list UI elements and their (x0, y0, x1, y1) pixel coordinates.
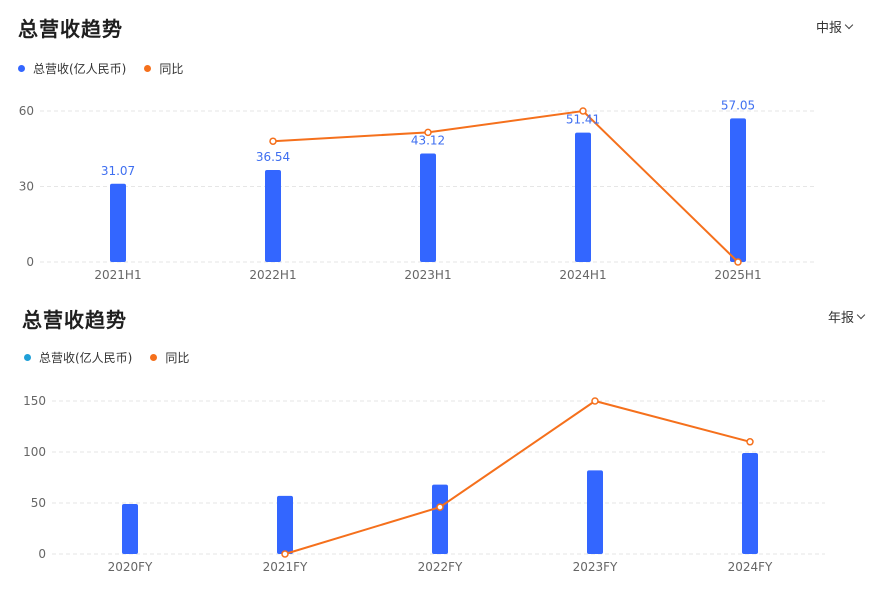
legend-dot-icon (144, 65, 152, 72)
chart-title: 总营收趋势 (22, 308, 127, 332)
x-tick-label: 2021H1 (94, 268, 141, 282)
bar (432, 484, 448, 554)
yoy-line (272, 109, 739, 263)
y-tick-label: 60 (19, 104, 34, 118)
data-label: 51.41 (566, 113, 600, 127)
yoy-point (436, 503, 444, 511)
legend-item-revenue[interactable]: 总营收(亿人民币) (24, 349, 132, 366)
x-tick-label: 2022H1 (249, 268, 296, 282)
revenue-chart-interim: 0 30 60 2021H1 2022H1 2023H1 2024H1 2025H1 31.07… (19, 98, 815, 282)
legend-dot-icon (24, 354, 31, 361)
bar (265, 170, 281, 262)
bar (742, 453, 758, 554)
legend-dot-icon (18, 65, 25, 72)
yoy-point (269, 137, 277, 145)
yoy-point (424, 128, 432, 137)
x-tick-label: 2024FY (728, 560, 773, 574)
period-label: 年报 (827, 311, 854, 326)
chart-legend: 总营收(亿人民币) 同比 (24, 349, 207, 366)
bar (420, 153, 436, 262)
x-tick-label: 2025H1 (714, 268, 761, 282)
data-label: 36.54 (256, 150, 290, 164)
legend-label: 总营收(亿人民币) (33, 62, 127, 76)
x-tick-label: 2024H1 (559, 268, 606, 282)
yoy-line (284, 399, 751, 555)
legend-label: 同比 (159, 62, 184, 76)
y-tick-label: 50 (31, 496, 46, 510)
revenue-trend-panel-annual: 总营收趋势 年报 总营收(亿人民币) 同比 0 50 100 150 2020FY 202… (0, 292, 870, 589)
chart-legend: 总营收(亿人民币) 同比 (18, 60, 201, 77)
data-label: 43.12 (411, 133, 445, 147)
bar (110, 183, 126, 262)
x-tick-label: 2020FY (108, 560, 153, 574)
y-tick-label: 100 (23, 445, 46, 459)
period-label: 中报 (815, 21, 842, 36)
y-tick-label: 0 (26, 255, 34, 269)
revenue-trend-panel-interim: 总营收趋势 中报 总营收(亿人民币) 同比 0 30 60 2021H1 2022H1 2… (0, 0, 870, 292)
yoy-point (746, 438, 754, 446)
chart-title: 总营收趋势 (18, 17, 123, 41)
legend-item-yoy[interactable]: 同比 (144, 60, 183, 77)
legend-label: 总营收(亿人民币) (39, 351, 133, 365)
x-tick-label: 2023FY (573, 560, 618, 574)
period-dropdown[interactable]: 中报 (815, 17, 854, 36)
legend-label: 同比 (165, 351, 190, 365)
x-tick-label: 2023H1 (404, 268, 451, 282)
legend-item-revenue[interactable]: 总营收(亿人民币) (18, 60, 126, 77)
y-tick-label: 30 (19, 180, 34, 194)
bar (575, 132, 591, 262)
data-label: 57.05 (721, 98, 755, 112)
yoy-point (591, 397, 599, 405)
revenue-chart-annual: 0 50 100 150 2020FY 2021FY 2022FY 2023FY 2024FY (23, 394, 825, 574)
bar (587, 470, 603, 554)
data-label: 31.07 (101, 164, 135, 178)
yoy-point (579, 107, 587, 115)
y-tick-label: 150 (23, 394, 46, 408)
legend-item-yoy[interactable]: 同比 (150, 349, 189, 366)
legend-dot-icon (150, 354, 158, 361)
bar (730, 118, 746, 262)
yoy-point (734, 258, 742, 266)
bar (277, 495, 293, 554)
x-tick-label: 2022FY (418, 560, 463, 574)
x-tick-label: 2021FY (263, 560, 308, 574)
bar (122, 504, 138, 554)
yoy-point (281, 550, 289, 558)
period-dropdown[interactable]: 年报 (827, 307, 866, 326)
y-tick-label: 0 (38, 547, 46, 561)
